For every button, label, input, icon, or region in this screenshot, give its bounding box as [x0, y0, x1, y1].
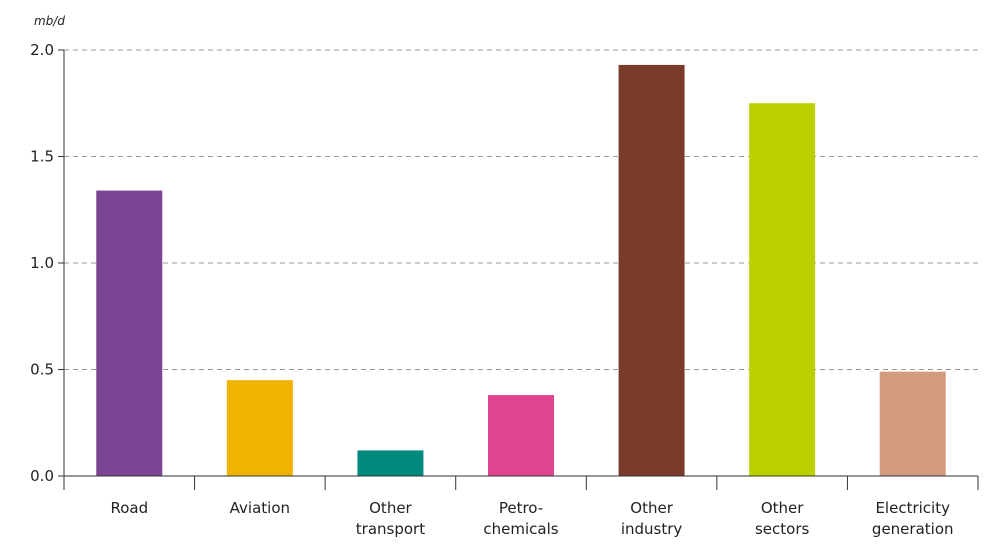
x-tick-label: Petro-chemicals — [483, 499, 558, 538]
y-tick-label: 1.0 — [30, 254, 54, 272]
x-tick-label: Aviation — [230, 499, 290, 517]
y-tick-label: 2.0 — [30, 41, 54, 59]
bar — [879, 371, 946, 476]
y-tick-label: 0.0 — [30, 467, 54, 485]
x-tick-label: Other industry — [621, 499, 683, 538]
x-tick-label: Road — [110, 499, 148, 517]
y-tick-label: 1.5 — [30, 148, 54, 166]
bar — [749, 103, 816, 476]
bar — [96, 190, 163, 476]
bar — [357, 450, 424, 476]
x-tick-label: Electricity generation — [872, 499, 954, 538]
bar — [618, 64, 685, 476]
bar — [488, 395, 554, 476]
x-tick-label: Other sectors — [755, 499, 810, 538]
x-tick-label: Other transport — [356, 499, 425, 538]
bar — [226, 380, 293, 476]
y-tick-label: 0.5 — [30, 361, 54, 379]
y-unit-label: mb/d — [34, 14, 65, 28]
